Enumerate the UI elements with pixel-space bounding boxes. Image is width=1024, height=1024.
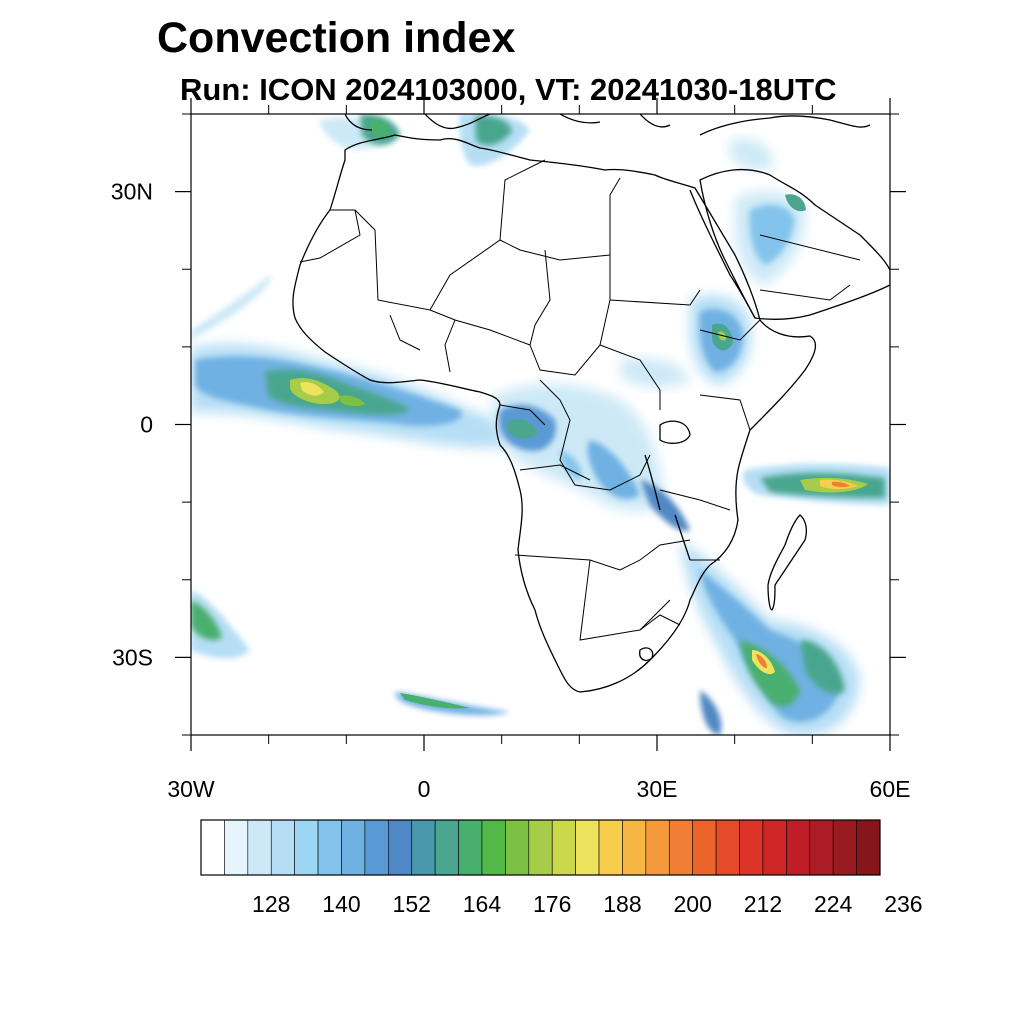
colorbar-swatch [645, 819, 670, 876]
colorbar-swatch [388, 819, 413, 876]
lon-tick-label: 0 [418, 776, 431, 802]
colorbar-swatch [739, 819, 764, 876]
convection-south-atlantic [191, 590, 510, 716]
colorbar-swatch [668, 819, 693, 876]
colorbar-swatch [224, 819, 249, 876]
colorbar-tick-label: 164 [463, 891, 502, 917]
colorbar-swatch [200, 819, 225, 876]
colorbar-tick-label: 236 [884, 891, 922, 917]
colorbar-swatch [434, 819, 459, 876]
coastlines [292, 114, 890, 693]
convection-ethiopia [620, 295, 752, 388]
colorbar-tick-label: 128 [252, 891, 290, 917]
colorbar-swatch [762, 819, 787, 876]
lat-tick-label: 30N [111, 179, 153, 205]
lat-tick-label: 30S [112, 644, 153, 670]
colorbar-swatch [809, 819, 834, 876]
convection-atlantic-streak [191, 275, 271, 340]
chart-title: Convection index [157, 14, 516, 62]
lat-tick-label: 0 [140, 412, 153, 438]
colorbar-tick-label: 140 [322, 891, 360, 917]
colorbar-swatch [832, 819, 857, 876]
colorbar-swatch [786, 819, 811, 876]
colorbar-tick-label: 212 [744, 891, 782, 917]
colorbar-tick-label: 188 [603, 891, 641, 917]
colorbar-swatch [317, 819, 342, 876]
convection-mediterranean [320, 114, 530, 166]
colorbar-swatch [364, 819, 389, 876]
colorbar-swatch [341, 819, 366, 876]
colorbar-tick-label: 200 [674, 891, 712, 917]
chart-subtitle: Run: ICON 2024103000, VT: 20241030-18UTC [180, 72, 837, 107]
colorbar-swatch [528, 819, 553, 876]
colorbar-swatch [622, 819, 647, 876]
convection-indian-ocean [743, 463, 890, 505]
map-axes: 30N 0 30S 30W 0 30E 60E [111, 98, 911, 802]
colorbar-swatch [411, 819, 436, 876]
convection-itcz-band [191, 344, 511, 448]
convection-arabia [730, 138, 806, 285]
lon-tick-label: 60E [870, 776, 911, 802]
colorbar-swatch [294, 819, 319, 876]
colorbar-swatch [481, 819, 506, 876]
colorbar-swatch [715, 819, 740, 876]
colorbar-swatch [505, 819, 530, 876]
colorbar-swatch [692, 819, 717, 876]
colorbar: 128 140 152 164 176 188 200 212 224 236 [200, 819, 923, 917]
colorbar-tick-label: 224 [814, 891, 853, 917]
convection-field [191, 114, 890, 735]
lon-tick-label: 30E [637, 776, 678, 802]
colorbar-swatch [598, 819, 623, 876]
colorbar-tick-label: 176 [533, 891, 571, 917]
colorbar-frame [200, 819, 881, 876]
colorbar-swatch [458, 819, 483, 876]
colorbar-swatch [247, 819, 272, 876]
lon-tick-label: 30W [167, 776, 215, 802]
colorbar-swatch [270, 819, 295, 876]
map-content [191, 114, 890, 735]
colorbar-swatch [551, 819, 576, 876]
convection-mozambique-madagascar [680, 540, 860, 735]
colorbar-swatch [856, 819, 881, 876]
colorbar-swatch [575, 819, 600, 876]
country-borders [299, 159, 861, 641]
colorbar-tick-label: 152 [393, 891, 431, 917]
